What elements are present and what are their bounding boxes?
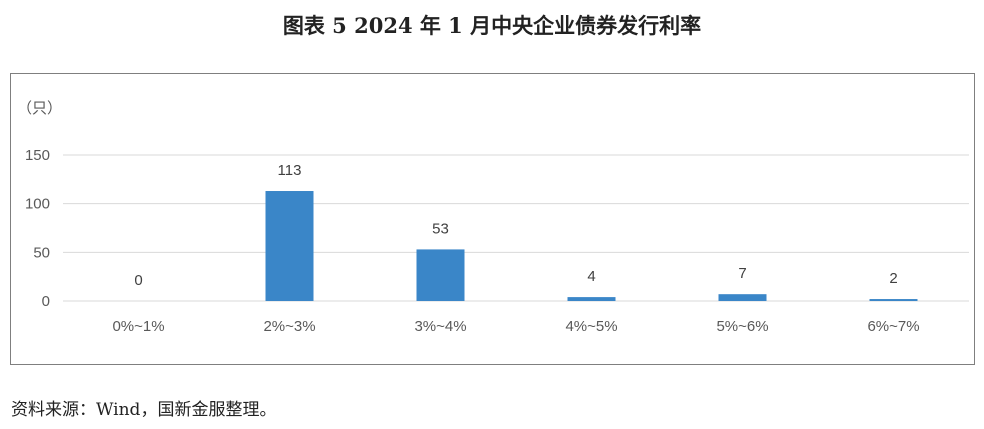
bar-5 <box>869 299 918 301</box>
gridlines <box>63 154 969 302</box>
data-label-5: 2 <box>889 270 897 287</box>
y-tick-label-100: 100 <box>25 196 50 213</box>
bars <box>265 191 918 301</box>
x-tick-label-5: 6%~7% <box>867 318 919 335</box>
y-tick-label-50: 50 <box>33 244 50 261</box>
x-tick-label-1: 2%~3% <box>263 318 315 335</box>
y-axis-unit: （只） <box>17 99 62 117</box>
data-label-0: 0 <box>134 272 142 289</box>
bar-1 <box>265 191 314 301</box>
y-axis-ticks: 0 50 100 150 <box>25 147 50 310</box>
bar-4 <box>718 294 767 301</box>
x-tick-label-0: 0%~1% <box>112 318 164 335</box>
x-tick-label-2: 3%~4% <box>414 318 466 335</box>
data-label-2: 53 <box>432 220 449 237</box>
x-tick-label-4: 5%~6% <box>716 318 768 335</box>
bar-chart: 0 50 100 150 （只） 0 113 53 4 7 2 0%~1% 2%~3% 3%~4% 4… <box>17 99 969 335</box>
data-label-4: 7 <box>738 265 746 282</box>
data-labels: 0 113 53 4 7 2 <box>134 162 897 289</box>
data-label-1: 113 <box>278 162 302 179</box>
y-tick-label-150: 150 <box>25 147 50 164</box>
data-label-3: 4 <box>587 268 595 285</box>
x-axis-ticks: 0%~1% 2%~3% 3%~4% 4%~5% 5%~6% 6%~7% <box>112 318 919 335</box>
x-tick-label-3: 4%~5% <box>565 318 617 335</box>
bar-3 <box>567 297 616 301</box>
source-note: 资料来源：Wind，国新金服整理。 <box>11 400 277 420</box>
bar-2 <box>416 249 465 301</box>
figure-title: 图表 5 2024 年 1 月中央企业债券发行利率 <box>282 13 702 38</box>
y-tick-label-0: 0 <box>42 293 50 310</box>
chart-frame: 0 50 100 150 （只） 0 113 53 4 7 2 0%~1% 2%~3% 3%~4% 4… <box>10 73 975 365</box>
